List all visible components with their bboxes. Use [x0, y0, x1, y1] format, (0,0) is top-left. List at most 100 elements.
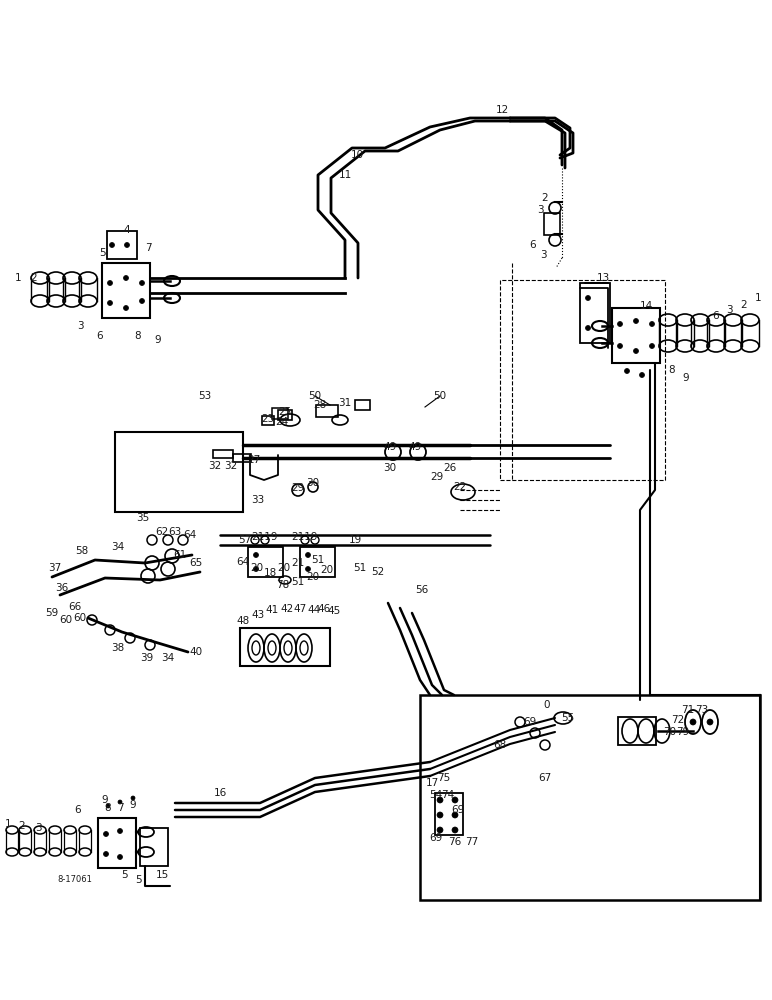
Text: 3: 3	[726, 305, 733, 315]
Text: 2: 2	[542, 193, 548, 203]
Circle shape	[253, 566, 259, 572]
Text: 60: 60	[59, 615, 73, 625]
Text: 27: 27	[247, 455, 261, 465]
Text: 38: 38	[111, 643, 124, 653]
Text: 69: 69	[452, 805, 465, 815]
Circle shape	[540, 740, 550, 750]
Bar	[420, 695, 760, 900]
Text: 29: 29	[291, 483, 305, 493]
Text: 58: 58	[76, 546, 89, 556]
Circle shape	[452, 827, 458, 833]
Text: 67: 67	[538, 773, 552, 783]
Text: 12: 12	[496, 105, 509, 115]
Text: 17: 17	[425, 778, 438, 788]
Bar	[248, 547, 283, 577]
Circle shape	[649, 344, 655, 349]
Circle shape	[106, 804, 110, 808]
Text: 4: 4	[124, 225, 130, 235]
Text: 15: 15	[155, 870, 168, 880]
Text: 31: 31	[338, 398, 351, 408]
Circle shape	[306, 566, 310, 572]
Text: 2: 2	[31, 273, 37, 283]
Text: 68: 68	[493, 740, 506, 750]
Bar	[115, 432, 243, 512]
Text: 49: 49	[408, 442, 422, 452]
Text: 76: 76	[449, 837, 462, 847]
Text: 8: 8	[669, 365, 676, 375]
Text: 29: 29	[430, 472, 444, 482]
Circle shape	[253, 552, 259, 558]
Text: 2: 2	[19, 821, 25, 831]
Circle shape	[690, 719, 696, 725]
Circle shape	[618, 344, 622, 349]
Text: 2119: 2119	[252, 532, 278, 542]
Text: 50: 50	[433, 391, 446, 401]
Text: 8-17061: 8-17061	[57, 876, 92, 884]
Text: 3: 3	[76, 321, 83, 331]
Text: 2119: 2119	[292, 532, 318, 542]
Ellipse shape	[268, 641, 276, 655]
Circle shape	[625, 368, 629, 373]
Circle shape	[618, 322, 622, 326]
Text: 11: 11	[338, 170, 351, 180]
Text: 14: 14	[639, 301, 652, 311]
Text: 24: 24	[276, 417, 289, 427]
Text: 30: 30	[384, 463, 397, 473]
Text: 54: 54	[429, 790, 442, 800]
Text: 64: 64	[184, 530, 197, 540]
Circle shape	[140, 280, 144, 286]
Text: 8: 8	[134, 331, 141, 341]
Bar	[240, 628, 330, 666]
Text: 34: 34	[111, 542, 124, 552]
Text: 23: 23	[262, 414, 275, 424]
Text: 71: 71	[682, 705, 695, 715]
Ellipse shape	[300, 641, 308, 655]
Text: 79: 79	[676, 727, 689, 737]
Text: 21: 21	[291, 558, 305, 568]
Text: 50: 50	[309, 391, 322, 401]
Circle shape	[103, 832, 109, 836]
Text: 6: 6	[530, 240, 537, 250]
Circle shape	[107, 280, 113, 286]
Text: 9: 9	[102, 795, 108, 805]
Text: 42: 42	[280, 604, 293, 614]
Circle shape	[124, 306, 128, 310]
Circle shape	[437, 827, 443, 833]
Bar	[316, 405, 338, 417]
Text: 1: 1	[5, 819, 12, 829]
Text: 41: 41	[266, 605, 279, 615]
Text: 39: 39	[141, 653, 154, 663]
Circle shape	[649, 322, 655, 326]
Text: 51: 51	[354, 563, 367, 573]
Circle shape	[515, 717, 525, 727]
Text: 20: 20	[277, 563, 290, 573]
Bar	[435, 793, 463, 835]
Text: 52: 52	[371, 567, 384, 577]
Text: 49: 49	[384, 442, 397, 452]
Bar	[618, 717, 656, 745]
Text: 0: 0	[543, 700, 550, 710]
Text: 60: 60	[73, 613, 86, 623]
Text: 1: 1	[755, 293, 761, 303]
Text: 70: 70	[663, 727, 676, 737]
Text: 55: 55	[561, 713, 574, 723]
Text: 47: 47	[293, 604, 306, 614]
Text: 34: 34	[161, 653, 174, 663]
Text: 45: 45	[327, 606, 340, 616]
Circle shape	[103, 852, 109, 856]
Text: 9: 9	[130, 800, 137, 810]
Text: 59: 59	[46, 608, 59, 618]
Text: 19: 19	[348, 535, 361, 545]
Text: 66: 66	[69, 602, 82, 612]
Bar	[300, 547, 335, 577]
Text: 35: 35	[137, 513, 150, 523]
Text: 64: 64	[236, 557, 249, 567]
Text: 43: 43	[252, 610, 265, 620]
Text: 74: 74	[442, 790, 455, 800]
Text: 9: 9	[682, 373, 689, 383]
Text: 2: 2	[740, 300, 747, 310]
Text: 36: 36	[56, 583, 69, 593]
Text: 32: 32	[208, 461, 222, 471]
Bar	[500, 280, 665, 480]
Circle shape	[131, 796, 135, 800]
